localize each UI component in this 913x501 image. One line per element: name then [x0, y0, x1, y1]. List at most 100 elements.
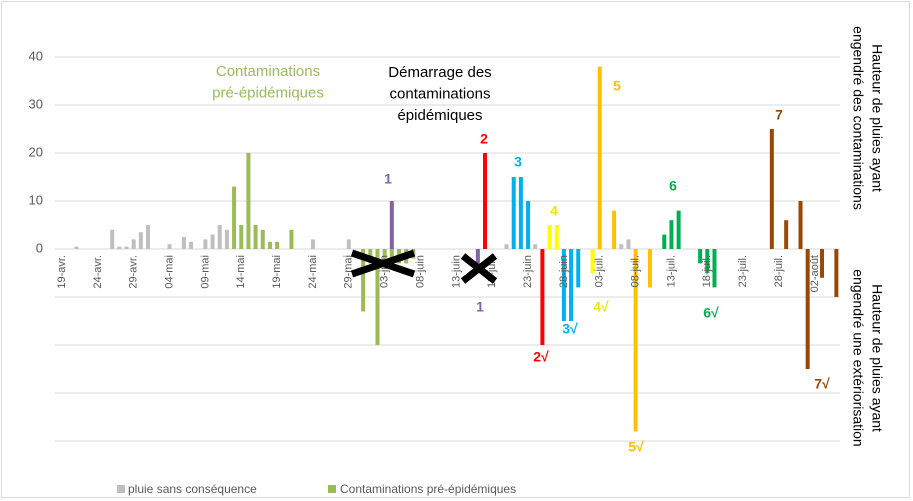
bar	[275, 241, 280, 249]
annotation: 7√	[814, 376, 830, 392]
annotation: 2	[480, 131, 488, 147]
annotation: 6√	[703, 305, 719, 321]
bar	[346, 239, 351, 249]
x-tick-label: 13-juin	[450, 255, 462, 288]
bar	[590, 249, 595, 273]
annotation: 1	[476, 299, 484, 315]
x-tick-label: 08-juil.	[630, 255, 642, 287]
y-tick-label: 40	[29, 48, 43, 63]
legend-label: pluie sans conséquence	[128, 482, 257, 496]
annotation: 3√	[562, 321, 578, 337]
bar	[834, 249, 839, 297]
x-tick-label: 23-juin	[522, 255, 534, 288]
bar	[110, 229, 115, 249]
annotation: 7	[775, 107, 783, 123]
annotation: 5	[613, 78, 621, 94]
x-tick-label: 29-avr.	[128, 255, 140, 289]
bar	[533, 244, 538, 249]
annotation: contaminations	[390, 85, 491, 102]
x-tick-label: 23-juil.	[737, 255, 749, 287]
labels: 0 10 20 30 40 19-avr. 24-avr. 29-avr. 04-mai 09-m…	[29, 26, 886, 496]
bar	[131, 239, 136, 249]
legend-swatch	[117, 485, 125, 493]
y-tick-label: 10	[29, 192, 43, 207]
annotation: 6	[669, 178, 677, 194]
x-tick-label: 19-avr.	[56, 255, 68, 289]
bar	[662, 234, 667, 249]
bar	[626, 239, 631, 249]
grid	[55, 56, 840, 442]
bar	[389, 249, 394, 264]
bar	[382, 249, 387, 264]
y-tick-label: 20	[29, 144, 43, 159]
bar	[146, 225, 151, 249]
bar	[805, 249, 810, 369]
bar	[181, 237, 186, 249]
annotation: 5√	[628, 439, 644, 455]
bar	[705, 249, 710, 273]
bar	[117, 246, 122, 249]
bar	[504, 244, 509, 249]
bar	[189, 241, 194, 249]
bar	[518, 177, 523, 249]
annotation: 1	[384, 171, 392, 187]
cross-marks	[350, 249, 498, 284]
bar	[246, 153, 251, 249]
x-tick-label: 14-mai	[235, 255, 247, 289]
bar	[74, 246, 79, 249]
bar	[217, 225, 222, 249]
bar	[239, 225, 244, 249]
bar	[253, 225, 258, 249]
x-tick-label: 03-juil.	[594, 255, 606, 287]
axis-title: Hauteur de pluies ayant	[869, 284, 885, 432]
bar	[698, 249, 703, 264]
bar	[540, 249, 545, 345]
bar	[633, 249, 638, 432]
x-tick-label: 18-juil.	[701, 255, 713, 287]
bar	[820, 249, 825, 278]
bar	[224, 229, 229, 249]
annotation: 2√	[533, 349, 549, 365]
x-tick-label: 19-mai	[271, 255, 283, 289]
bar	[569, 249, 574, 321]
annotation: épidémiques	[397, 107, 482, 124]
bar	[769, 129, 774, 249]
bar	[597, 66, 602, 249]
legend-swatch	[328, 485, 336, 493]
bar	[676, 210, 681, 249]
x-tick-label: 24-mai	[307, 255, 319, 289]
x-tick-label: 09-mai	[199, 255, 211, 289]
bar	[203, 239, 208, 249]
y-tick-label: 0	[36, 240, 43, 255]
annotation: 4√	[593, 299, 609, 315]
annotation: 4	[550, 203, 558, 219]
bar	[547, 225, 552, 249]
bar	[260, 229, 265, 249]
bar	[526, 201, 531, 249]
bar	[612, 210, 617, 249]
annotation: Contaminations	[216, 63, 320, 80]
x-tick-label: 29-mai	[343, 255, 355, 289]
bar	[483, 153, 488, 249]
bar	[167, 244, 172, 249]
bar	[232, 186, 237, 249]
cross-mark	[350, 249, 416, 278]
x-tick-label: 02-août	[809, 255, 821, 292]
bar	[554, 225, 559, 249]
bar	[375, 249, 380, 345]
bar	[289, 229, 294, 249]
legend-label: Contaminations pré-épidémiques	[340, 482, 516, 496]
x-tick-label: 08-juin	[414, 255, 426, 288]
bar	[310, 239, 315, 249]
bar	[138, 232, 143, 249]
bar	[475, 249, 480, 269]
axis-title: engendré des contaminations	[850, 26, 866, 210]
bar	[619, 244, 624, 249]
cross-mark	[460, 253, 498, 284]
x-tick-label: 28-juil.	[773, 255, 785, 287]
annotation: pré-épidémiques	[212, 84, 324, 101]
bar	[784, 220, 789, 249]
bar	[798, 201, 803, 249]
